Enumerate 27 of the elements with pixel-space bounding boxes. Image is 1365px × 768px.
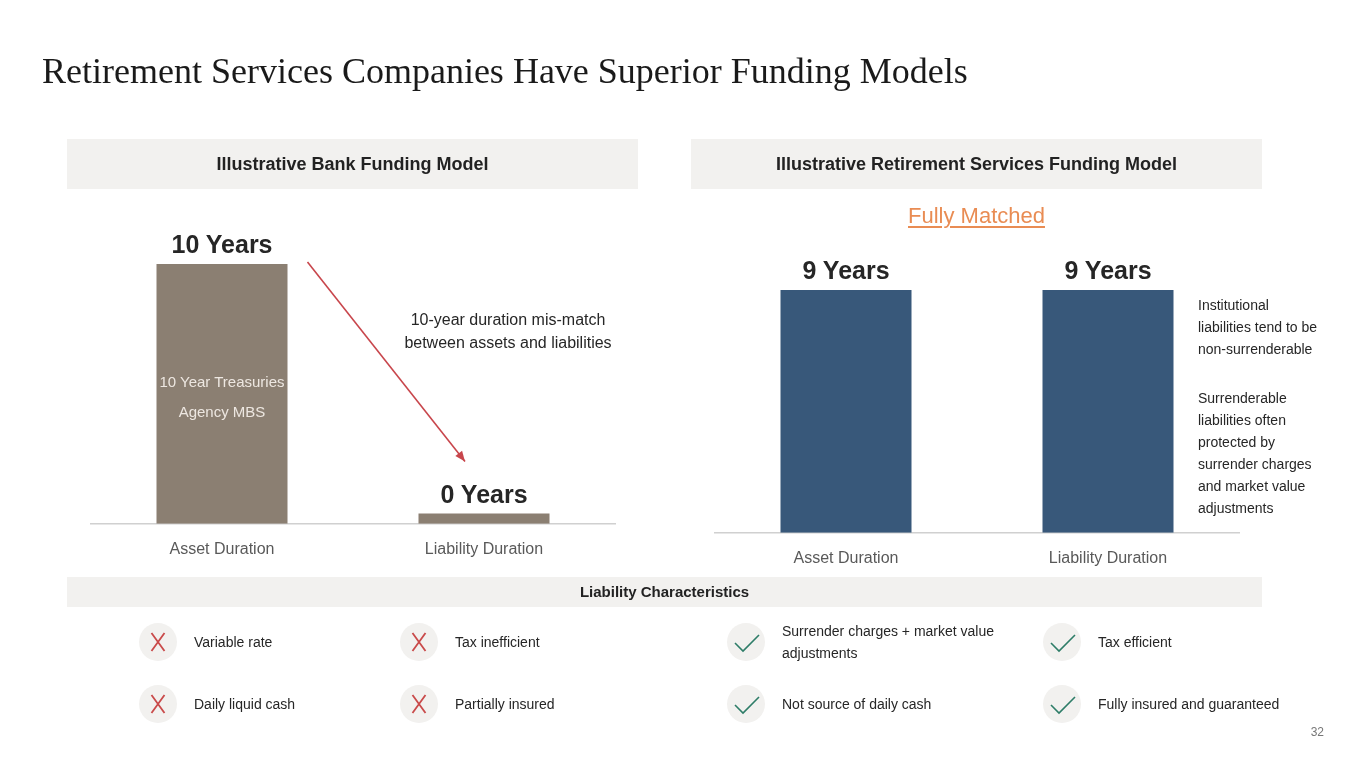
text: Daily liquid cash bbox=[194, 695, 297, 714]
chart-title: Illustrative Retirement Services Funding Model bbox=[691, 139, 1262, 189]
annotation: Agency MBS bbox=[178, 403, 266, 421]
text: Surrender charges + market value adjustments bbox=[782, 622, 996, 663]
text: Not source of daily cash bbox=[782, 695, 933, 714]
data-label: 9 Years bbox=[1064, 256, 1152, 285]
text: Retirement Services Companies Have Superior Funding Models bbox=[42, 50, 969, 92]
text: Partially insured bbox=[455, 695, 556, 714]
data-label: 0 Years bbox=[440, 479, 528, 508]
chart-title: Illustrative Bank Funding Model bbox=[67, 139, 638, 189]
text: Tax inefficient bbox=[455, 633, 541, 652]
text: Liability Characteristics bbox=[67, 577, 1262, 607]
text: 32 bbox=[1310, 725, 1324, 739]
annotation: Surrenderable liabilities often protected by surrender charges and market value adjustments bbox=[1198, 389, 1313, 518]
text: Tax efficient bbox=[1098, 633, 1173, 652]
data-label: 9 Years bbox=[802, 256, 890, 285]
text: Variable rate bbox=[194, 633, 274, 652]
annotation: Institutional liabilities tend to be non-surrenderable bbox=[1198, 296, 1319, 359]
x-tick-label: Asset Duration bbox=[169, 539, 275, 557]
x-tick-label: Liability Duration bbox=[1048, 548, 1168, 566]
annotation: 10-year duration mis-match between assets and liabilities bbox=[403, 310, 613, 353]
chart-subtitle: Fully Matched bbox=[907, 203, 1046, 229]
text: Fully insured and guaranteed bbox=[1098, 695, 1281, 714]
annotation: 10 Year Treasuries bbox=[159, 373, 285, 391]
data-label: 10 Years bbox=[171, 230, 273, 259]
x-tick-label: Asset Duration bbox=[793, 548, 899, 566]
x-tick-label: Liability Duration bbox=[424, 539, 544, 557]
